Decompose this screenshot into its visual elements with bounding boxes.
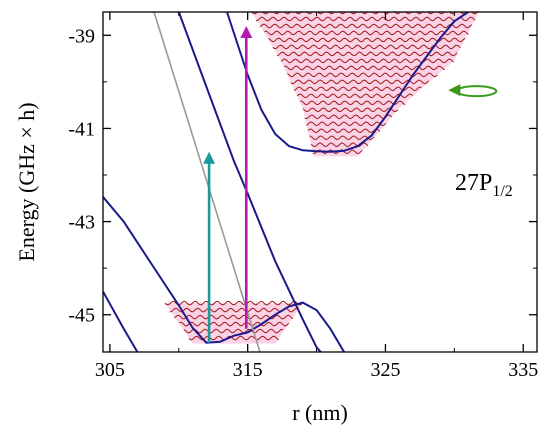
teal-arrow-head (203, 151, 216, 164)
vibrational-level (296, 93, 413, 99)
state-label: 27P1/2 (455, 170, 513, 200)
x-tick-label: 315 (233, 359, 263, 381)
state-label-sub: 1/2 (492, 183, 512, 200)
vibrational-level (290, 79, 430, 85)
vibrational-level (268, 37, 466, 43)
vibrational-level (300, 100, 406, 106)
y-tick-label: -45 (68, 305, 95, 327)
green-loop-arrow (455, 85, 498, 98)
potential-curve (103, 291, 139, 352)
potential-curve (103, 196, 345, 352)
y-tick-label: -41 (68, 118, 95, 140)
potential-curve (177, 12, 323, 352)
x-tick-label: 335 (508, 359, 538, 381)
plot-area (103, 12, 498, 352)
state-label-base: 27P (455, 170, 492, 196)
vibrational-level (309, 135, 375, 141)
vibrational-level (293, 86, 422, 92)
vibrational-level (183, 328, 284, 334)
vibrational-level (255, 16, 476, 22)
y-tick-label: -43 (68, 212, 95, 234)
vibrational-level (272, 44, 461, 50)
vibrational-level (302, 107, 398, 113)
axis-ticks: 305 315 325 335 -39 -41 -43 -45 (68, 12, 538, 381)
x-tick-label: 305 (95, 359, 125, 381)
y-tick-label: -39 (68, 25, 95, 47)
y-axis-title: Energy (GHz × h) (14, 102, 39, 261)
vibrational-level (307, 128, 381, 134)
vibrational-level (280, 58, 454, 64)
vibrational-level (264, 30, 469, 36)
vibrational-level (251, 12, 479, 15)
vibrational-level (276, 51, 458, 57)
x-tick-label: 325 (370, 359, 400, 381)
potential-curve (226, 12, 469, 153)
plot-frame (102, 11, 538, 353)
vibrational-level (306, 121, 387, 127)
green-loop-arrow-head (448, 84, 461, 97)
vibrational-level (169, 307, 298, 313)
reference-line (153, 12, 261, 352)
vibrational-level (304, 114, 393, 120)
vibrational-level (284, 65, 446, 71)
vibrational-level (259, 23, 473, 29)
vibrational-level (174, 314, 294, 320)
vibrational-level (179, 321, 290, 327)
x-axis-title: r (nm) (292, 400, 348, 425)
magenta-arrow-head (240, 25, 253, 38)
vibrational-level (164, 300, 304, 306)
